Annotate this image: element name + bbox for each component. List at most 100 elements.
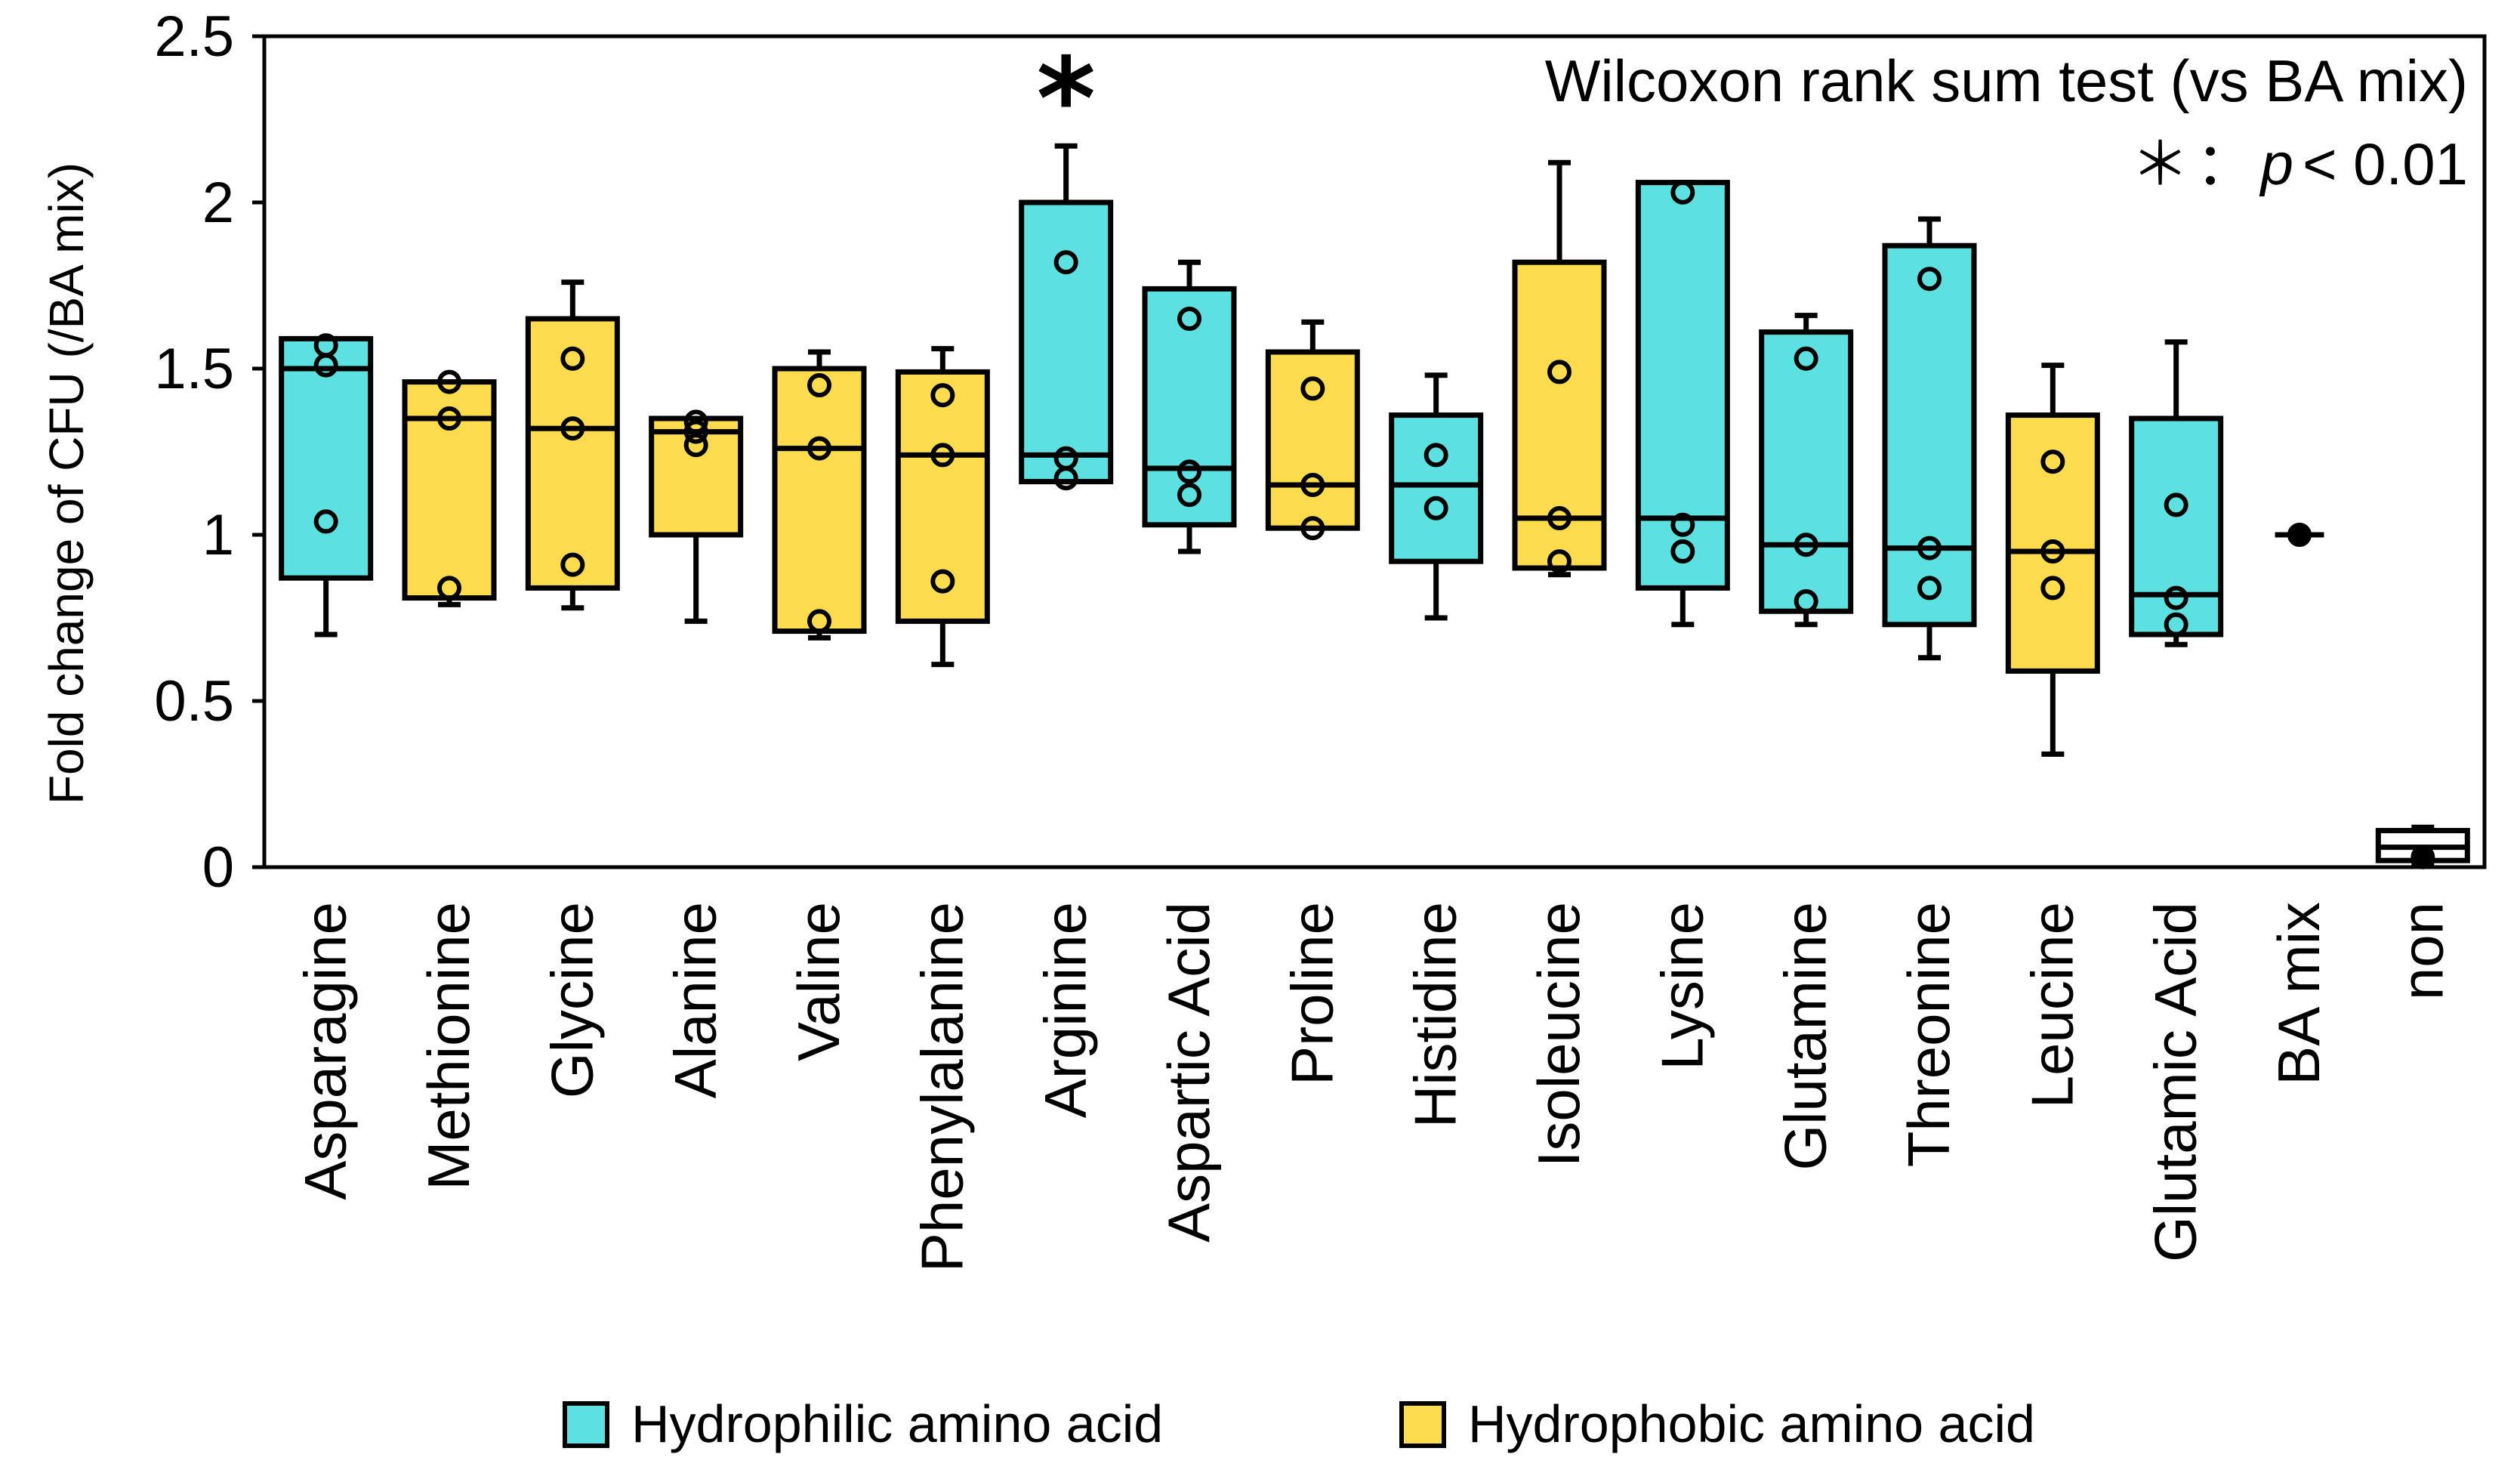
box bbox=[1265, 349, 1360, 531]
box-group bbox=[1512, 159, 1607, 578]
box bbox=[525, 316, 620, 591]
y-tick-label: 1.5 bbox=[154, 337, 234, 401]
box-group bbox=[1265, 319, 1360, 541]
box bbox=[1882, 242, 1977, 628]
data-point bbox=[437, 406, 461, 431]
y-tick-label: 0 bbox=[202, 835, 234, 900]
box bbox=[279, 335, 374, 581]
data-point bbox=[1547, 360, 1572, 384]
data-point bbox=[1423, 443, 1448, 468]
data-point bbox=[437, 576, 461, 601]
category-label: Proline bbox=[1279, 902, 1345, 1085]
data-point bbox=[807, 436, 831, 461]
category-label: Glutamic Acid bbox=[2142, 902, 2209, 1262]
category-label: Lysine bbox=[1649, 902, 1715, 1070]
box-group bbox=[1389, 372, 1484, 621]
category-label: Phenylalanine bbox=[908, 902, 975, 1272]
y-tick-label: 0.5 bbox=[154, 669, 234, 733]
category-label: Methionine bbox=[415, 902, 482, 1190]
data-point bbox=[1300, 473, 1325, 497]
box-group bbox=[1759, 313, 1854, 628]
category-label: Histidine bbox=[1402, 902, 1469, 1128]
legend-label-hydrophobic: Hydrophobic amino acid bbox=[1468, 1394, 2035, 1453]
data-point bbox=[1794, 346, 1818, 371]
box bbox=[1759, 329, 1854, 614]
data-point bbox=[1053, 446, 1078, 471]
legend-swatch-hydrophilic bbox=[563, 1401, 609, 1448]
data-point bbox=[313, 333, 338, 358]
box-group bbox=[2275, 523, 2324, 547]
data-point bbox=[313, 509, 338, 534]
y-axis-title: Fold change of CFU (/BA mix) bbox=[39, 162, 94, 804]
data-point bbox=[1917, 267, 1942, 292]
data-point bbox=[2040, 449, 2065, 474]
box bbox=[772, 366, 867, 635]
category-label: Isoleucine bbox=[1525, 902, 1592, 1167]
category-label: Threonine bbox=[1895, 902, 1962, 1167]
p-colon: ： bbox=[2196, 131, 2255, 197]
data-point bbox=[1300, 376, 1325, 401]
data-point bbox=[1670, 512, 1695, 537]
category-label: Valine bbox=[785, 902, 852, 1061]
box-group bbox=[895, 346, 990, 668]
data-point bbox=[1917, 536, 1942, 560]
data-point bbox=[1547, 549, 1572, 574]
legend-label-hydrophilic: Hydrophilic amino acid bbox=[631, 1394, 1163, 1453]
data-point bbox=[930, 443, 955, 468]
data-point bbox=[683, 419, 708, 444]
p-star-mark: ＊ bbox=[2131, 131, 2190, 197]
box-group bbox=[279, 333, 374, 638]
box bbox=[1019, 199, 1114, 485]
data-point bbox=[683, 433, 708, 458]
data-point bbox=[1917, 576, 1942, 601]
box-group bbox=[402, 369, 497, 607]
p-value-annotation: ＊： p < 0.01 bbox=[2131, 131, 2468, 197]
data-point bbox=[1547, 506, 1572, 530]
box bbox=[895, 369, 990, 624]
box-group bbox=[1882, 216, 1977, 661]
box bbox=[649, 415, 744, 538]
category-label: BA mix bbox=[2266, 902, 2332, 1085]
box-group bbox=[2375, 824, 2470, 869]
box-group bbox=[2005, 363, 2100, 757]
category-label: Asparagine bbox=[292, 902, 359, 1200]
data-point bbox=[1794, 533, 1818, 557]
box bbox=[1512, 259, 1607, 571]
data-point bbox=[437, 369, 461, 394]
data-point bbox=[1794, 589, 1818, 613]
data-point bbox=[683, 409, 708, 434]
data-point bbox=[1177, 459, 1201, 484]
data-point bbox=[1670, 539, 1695, 564]
box-group bbox=[1142, 259, 1237, 554]
data-point bbox=[1177, 483, 1201, 508]
data-point bbox=[560, 416, 585, 441]
p-threshold: < 0.01 bbox=[2303, 131, 2468, 197]
box bbox=[402, 379, 497, 601]
box-group bbox=[2129, 339, 2224, 647]
box bbox=[2129, 415, 2224, 638]
box-group bbox=[525, 279, 620, 611]
significance-star: * bbox=[1036, 34, 1095, 165]
box bbox=[1389, 412, 1484, 564]
data-point bbox=[1670, 180, 1695, 205]
data-point bbox=[807, 609, 831, 634]
category-label: Arginine bbox=[1032, 902, 1099, 1118]
data-point bbox=[2411, 844, 2435, 869]
y-tick-label: 1 bbox=[202, 503, 234, 567]
y-tick-label: 2 bbox=[202, 171, 234, 235]
box-group bbox=[649, 409, 744, 624]
category-label: Aspartic Acid bbox=[1155, 902, 1222, 1243]
data-point bbox=[1423, 496, 1448, 520]
box-group: * bbox=[1019, 34, 1114, 491]
data-point bbox=[930, 569, 955, 594]
data-point bbox=[2164, 585, 2188, 610]
category-label: Glutamine bbox=[1772, 902, 1839, 1171]
category-label: Alanine bbox=[662, 902, 729, 1098]
box bbox=[2005, 412, 2100, 674]
box bbox=[1142, 286, 1237, 528]
box-group bbox=[772, 349, 867, 641]
test-annotation: Wilcoxon rank sum test (vs BA mix) bbox=[1545, 48, 2468, 114]
box-group bbox=[1635, 180, 1730, 628]
